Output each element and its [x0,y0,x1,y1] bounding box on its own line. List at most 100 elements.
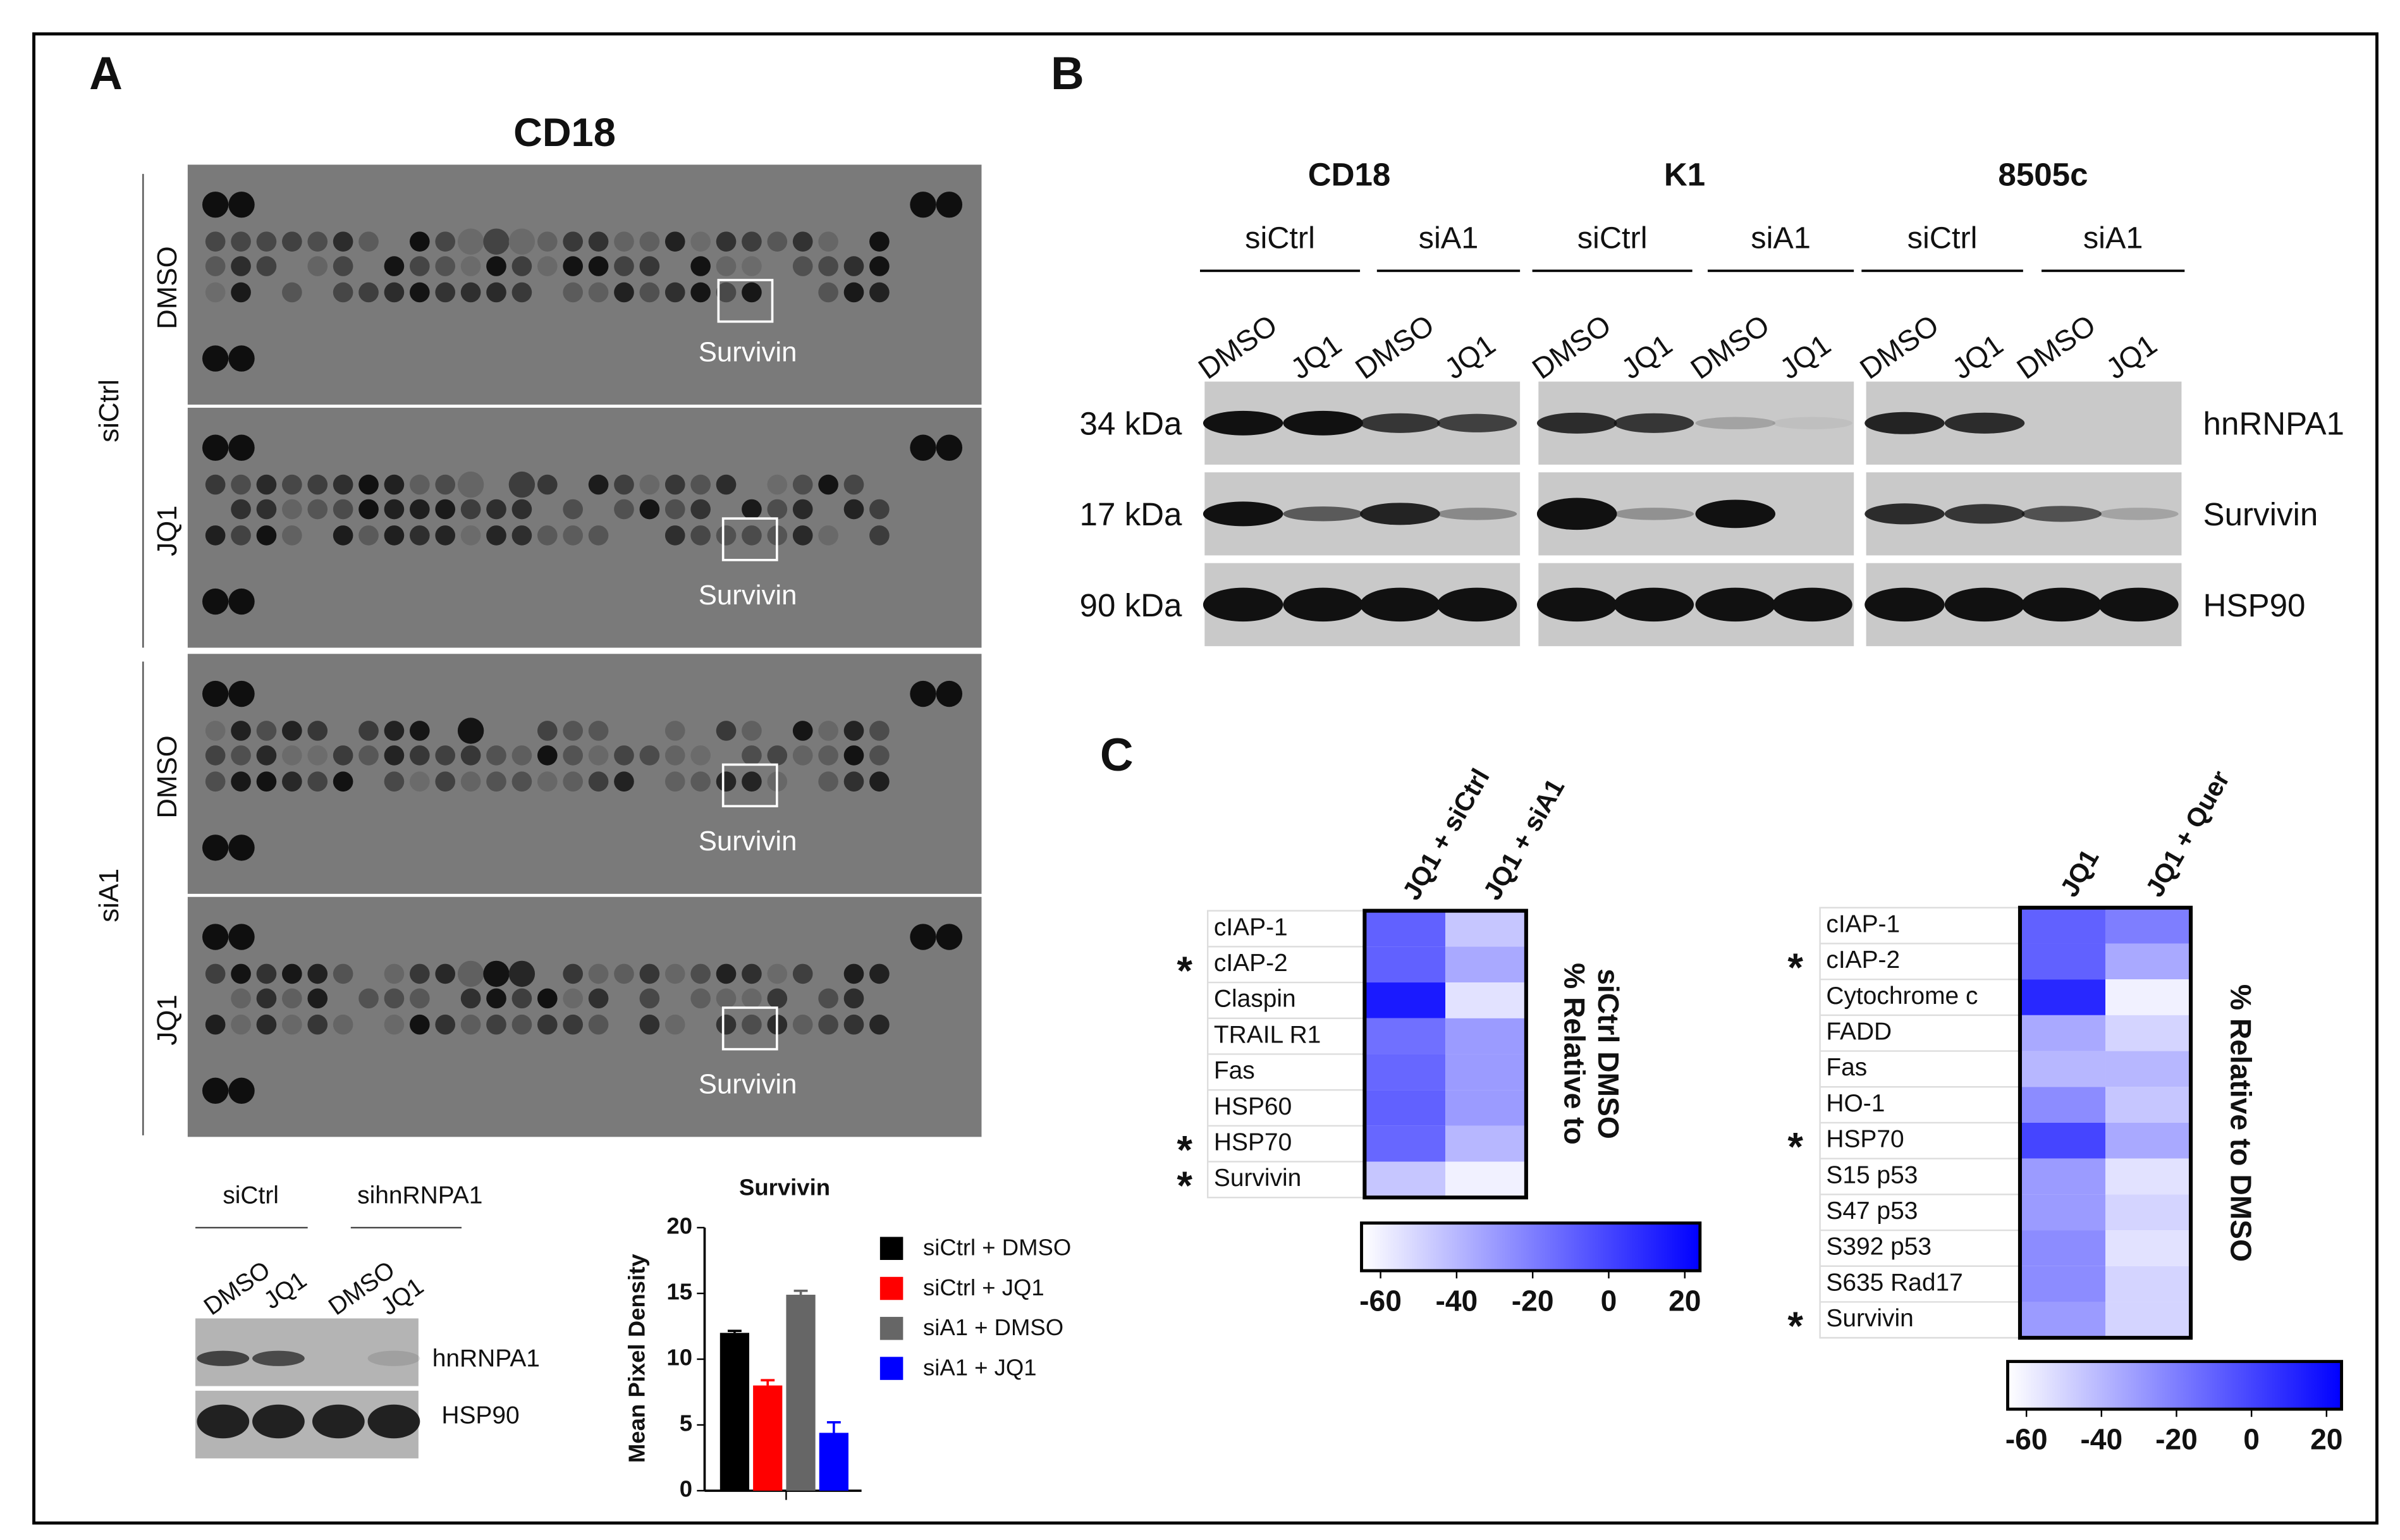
spot [742,282,762,303]
spot [843,1014,864,1035]
spot [384,1014,405,1035]
spot [767,474,788,495]
spot [588,745,609,766]
spot [742,231,762,252]
spot [486,1014,506,1035]
spot [563,256,583,276]
column-header: JQ1 + Quer [2140,766,2236,901]
spot [664,745,685,766]
band [1695,499,1776,529]
spot [228,345,255,372]
colorbar-tick-label: -20 [1512,1284,1554,1317]
heatmap-cell [1445,910,1526,947]
column-header: JQ1 + siCtrl [1397,764,1495,905]
heatmap-cell [2105,1158,2191,1195]
spot [202,192,229,218]
spot [716,231,737,252]
spot [256,1014,277,1035]
spot [256,988,277,1009]
spot [231,1014,251,1035]
heatmap-cell [2019,1230,2106,1266]
spot [563,745,583,766]
band [1944,412,2025,434]
spot [843,745,864,766]
protein-label: hnRNPA1 [2203,406,2344,442]
spot [639,963,660,984]
spot [435,1014,456,1035]
spot [460,282,481,303]
cell-line: CD18 [1308,156,1391,192]
spot [639,745,660,766]
row-label: S635 Rad17 [1826,1269,1962,1296]
band [1203,501,1283,527]
survivin-box [721,763,778,808]
spot [511,256,532,276]
spot [716,721,737,741]
spot [767,988,788,1009]
heatmap-cell [1364,1054,1446,1091]
band [1864,503,1945,525]
panel-label: B [1051,48,1084,99]
spot [256,256,277,276]
spot [282,499,302,520]
spot [483,228,510,255]
spot [358,525,379,546]
colorbar-title: % Relative to [1558,963,1591,1145]
row-label: Claspin [1214,986,1296,1013]
heatmap-border [1362,908,1528,1200]
spot [409,745,430,766]
heatmap-border [2017,905,2193,1340]
band [1203,410,1283,436]
heatmap-cell [2019,907,2106,944]
spot [664,499,685,520]
band [2098,587,2179,622]
spot [690,282,711,303]
spot [716,256,737,276]
bar [719,1333,750,1491]
spot [690,771,711,792]
band [2021,587,2102,622]
spot [563,721,583,741]
spot [384,721,405,741]
spot [936,924,963,950]
sirna-label: siCtrl [1907,221,1978,255]
band [1436,413,1517,432]
lane-label: JQ1 [1774,327,1837,385]
band [1864,587,1945,622]
spot [537,721,558,741]
spot [664,525,685,546]
colorbar-tick-label: 0 [2243,1422,2260,1455]
spot [792,256,813,276]
spot [358,721,379,741]
spot [307,721,328,741]
spot [537,1014,558,1035]
spot [792,963,813,984]
spot [936,680,963,707]
heatmap-cell [1364,1090,1446,1126]
spot [483,960,510,987]
band [1772,417,1852,430]
legend-label: siA1 + JQ1 [923,1354,1037,1380]
spot [202,588,229,615]
spot [742,745,762,766]
spot [936,192,963,218]
colorbar [2006,1360,2343,1411]
spot [537,256,558,276]
spot [486,745,506,766]
spot [256,525,277,546]
heatmap-cell [2105,1266,2191,1302]
row-label: cIAP-1 [1214,914,1288,941]
significance-star: * [1787,1125,1803,1170]
spot [664,474,685,495]
spot [358,474,379,495]
band [1944,587,2025,622]
row-label: Cytochrome c [1826,982,1978,1010]
spot [511,988,532,1009]
legend-swatch [879,1276,903,1300]
row-label: FADD [1826,1018,1892,1046]
spot [205,231,226,252]
legend-swatch [879,1357,903,1380]
spot [716,474,737,495]
spot [202,680,229,707]
spot [409,282,430,303]
